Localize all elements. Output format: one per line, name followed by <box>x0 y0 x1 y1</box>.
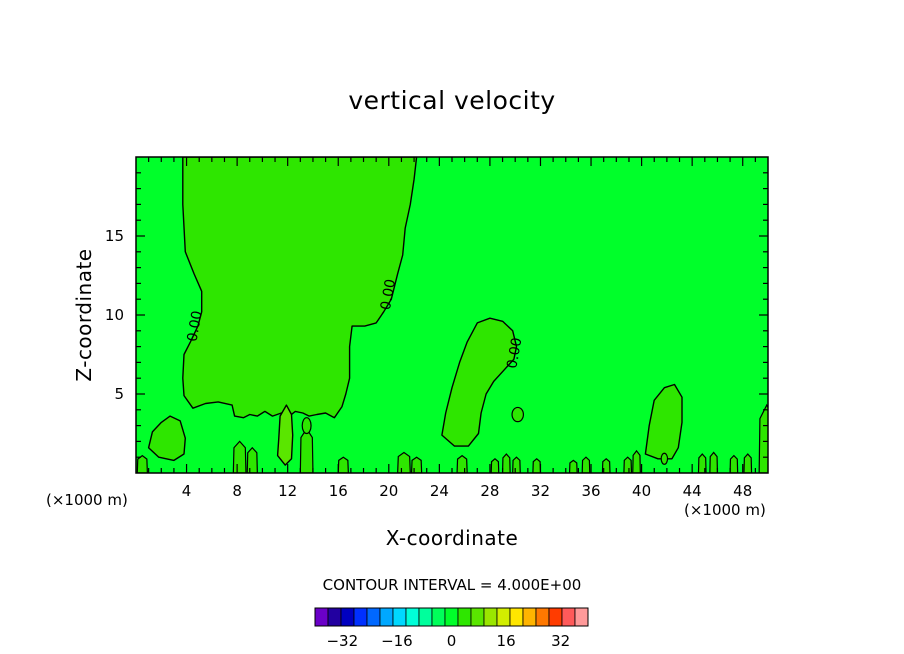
colorbar-frame <box>314 607 589 627</box>
surface-cell-1 <box>232 440 247 473</box>
surface-cell-10 <box>512 456 521 473</box>
colorbar-swatch <box>405 607 420 627</box>
x-tick-label: 48 <box>733 482 752 500</box>
small-cell-1 <box>301 417 312 435</box>
surface-cell-2 <box>246 446 258 473</box>
colorbar: −32 −16 0 16 32 <box>314 607 589 650</box>
colorbar-swatch <box>314 607 329 627</box>
colorbar-swatch <box>470 607 485 627</box>
contour-label-text: 0.00 <box>504 336 525 369</box>
chart-title: vertical velocity <box>348 86 556 115</box>
colorbar-tick-label: −16 <box>381 632 413 650</box>
x-axis-unit-right: (×1000 m) <box>684 501 766 519</box>
small-cell-0 <box>511 406 525 423</box>
contour-field: 0.00 0.00 0.00 <box>136 157 768 473</box>
colorbar-swatch <box>392 607 407 627</box>
x-tick-label: 28 <box>480 482 499 500</box>
contour-interval-label: CONTOUR INTERVAL = 4.000E+00 <box>322 576 582 594</box>
surface-cell-3 <box>299 427 314 473</box>
x-tick-label: 12 <box>278 482 297 500</box>
x-tick-label: 20 <box>379 482 398 500</box>
y-tick-label: 10 <box>105 306 124 324</box>
colorbar-swatch <box>496 607 511 627</box>
x-tick-label: 40 <box>632 482 651 500</box>
y-tick-label: 15 <box>105 227 124 245</box>
surface-cell-9 <box>501 453 511 473</box>
surface-cell-17 <box>697 453 707 473</box>
x-tick-label: 8 <box>232 482 242 500</box>
x-tick-label: 16 <box>329 482 348 500</box>
colorbar-swatch <box>327 607 342 627</box>
colorbar-swatch <box>353 607 368 627</box>
colorbar-swatch <box>574 607 589 627</box>
colorbar-swatch <box>431 607 446 627</box>
surface-cell-7 <box>456 454 468 473</box>
surface-cell-12 <box>568 459 578 473</box>
surface-cell-19 <box>729 454 739 473</box>
surface-cell-13 <box>581 456 591 473</box>
colorbar-swatch <box>418 607 433 627</box>
contour-label-1: 0.00 <box>378 278 399 311</box>
colorbar-swatch <box>379 607 394 627</box>
colorbar-swatch <box>561 607 576 627</box>
surface-cell-11 <box>532 457 542 473</box>
x-axis-label: X-coordinate <box>385 526 519 550</box>
colorbar-tick-label: 16 <box>497 632 516 650</box>
contour-label-text: 0.00 <box>185 309 206 342</box>
y-axis-label: Z-coordinate <box>72 248 96 382</box>
x-tick-label: 4 <box>182 482 192 500</box>
colorbar-tick-label: −32 <box>326 632 358 650</box>
colorbar-swatch <box>535 607 550 627</box>
surface-cell-16 <box>632 449 641 473</box>
surface-cell-8 <box>490 457 500 473</box>
surface-cell-15 <box>623 456 633 473</box>
surface-cell-21 <box>758 403 768 473</box>
colorbar-tick-label: 0 <box>447 632 457 650</box>
surface-cell-4 <box>337 456 349 473</box>
colorbar-swatch <box>483 607 498 627</box>
x-axis-unit-left: (×1000 m) <box>46 491 128 509</box>
surface-cell-5 <box>397 451 411 473</box>
contour-label-0: 0.00 <box>185 309 206 342</box>
surface-cell-14 <box>601 457 611 473</box>
contour-region-4 <box>276 404 294 466</box>
contour-region-1 <box>441 317 518 447</box>
y-tick-label: 5 <box>114 385 124 403</box>
colorbar-tick-label: 32 <box>551 632 570 650</box>
x-tick-label: 44 <box>683 482 702 500</box>
colorbar-swatch <box>509 607 524 627</box>
colorbar-swatch <box>522 607 537 627</box>
contour-label-text: 0.00 <box>378 278 399 311</box>
x-tick-label: 36 <box>581 482 600 500</box>
colorbar-swatch <box>444 607 459 627</box>
surface-cell-20 <box>743 453 753 473</box>
surface-cell-6 <box>410 456 423 473</box>
colorbar-swatch <box>548 607 563 627</box>
colorbar-swatch <box>340 607 355 627</box>
small-cell-2 <box>660 452 669 465</box>
x-tick-label: 32 <box>531 482 550 500</box>
x-tick-label: 24 <box>430 482 449 500</box>
contour-region-3 <box>147 415 186 462</box>
surface-cell-18 <box>709 451 719 473</box>
contour-label-2: 0.00 <box>504 336 525 369</box>
colorbar-swatch <box>366 607 381 627</box>
surface-cell-0 <box>136 454 148 473</box>
colorbar-swatch <box>457 607 472 627</box>
